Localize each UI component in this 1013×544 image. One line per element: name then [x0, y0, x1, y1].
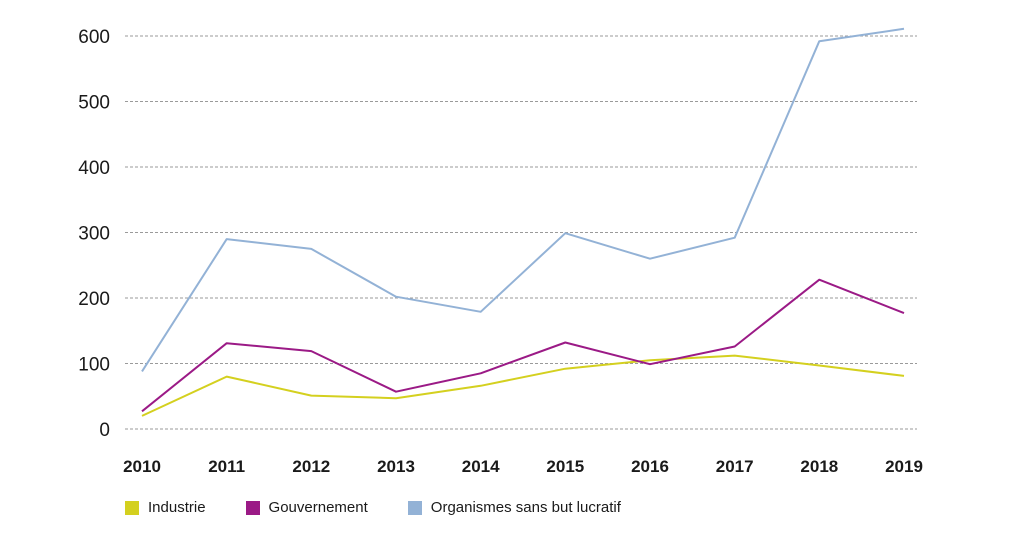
gridlines	[125, 35, 917, 430]
series-line-1	[141, 278, 905, 413]
x-tick-label: 2015	[546, 457, 584, 476]
y-tick-label: 100	[78, 355, 110, 376]
legend-swatch	[245, 500, 260, 515]
legend-label: Industrie	[148, 499, 206, 516]
x-tick-label: 2013	[377, 457, 415, 476]
legend: Industrie Gouvernement Organismes sans but…	[125, 499, 661, 516]
x-tick-label: 2014	[462, 457, 500, 476]
y-tick-label: 400	[78, 158, 110, 179]
legend-swatch	[125, 500, 139, 515]
series-line-0	[141, 354, 905, 417]
x-tick-label: 2010	[123, 457, 161, 476]
legend-item: Industrie	[125, 499, 206, 516]
y-tick-label: 600	[78, 27, 110, 48]
y-tick-label: 200	[78, 289, 110, 310]
x-tick-label: 2018	[800, 457, 838, 476]
y-axis-ticks: 0 100 200 300 400 500 600	[78, 27, 110, 441]
x-tick-label: 2019	[885, 457, 923, 476]
y-tick-label: 500	[78, 93, 110, 114]
legend-swatch	[407, 500, 422, 515]
x-tick-label: 2016	[631, 457, 669, 476]
x-tick-label: 2012	[292, 457, 330, 476]
y-tick-label: 0	[99, 420, 110, 441]
legend-item: Organismes sans but lucratif	[407, 499, 621, 516]
x-tick-label: 2017	[716, 457, 754, 476]
x-axis-ticks: 2010 2011 2012 2013 2014 2015 2016 2017 2018 2019	[123, 457, 923, 476]
series-line-2	[141, 27, 905, 372]
series-lines	[141, 27, 905, 417]
legend-label: Gouvernement	[268, 499, 368, 516]
legend-label: Organismes sans but lucratif	[430, 499, 621, 516]
y-tick-label: 300	[78, 224, 110, 245]
x-tick-label: 2011	[208, 457, 245, 476]
line-chart: 0 100 200 300 400 500 600 2010 2011 2012 2013 2014…	[78, 27, 923, 476]
legend-item: Gouvernement	[245, 499, 368, 516]
